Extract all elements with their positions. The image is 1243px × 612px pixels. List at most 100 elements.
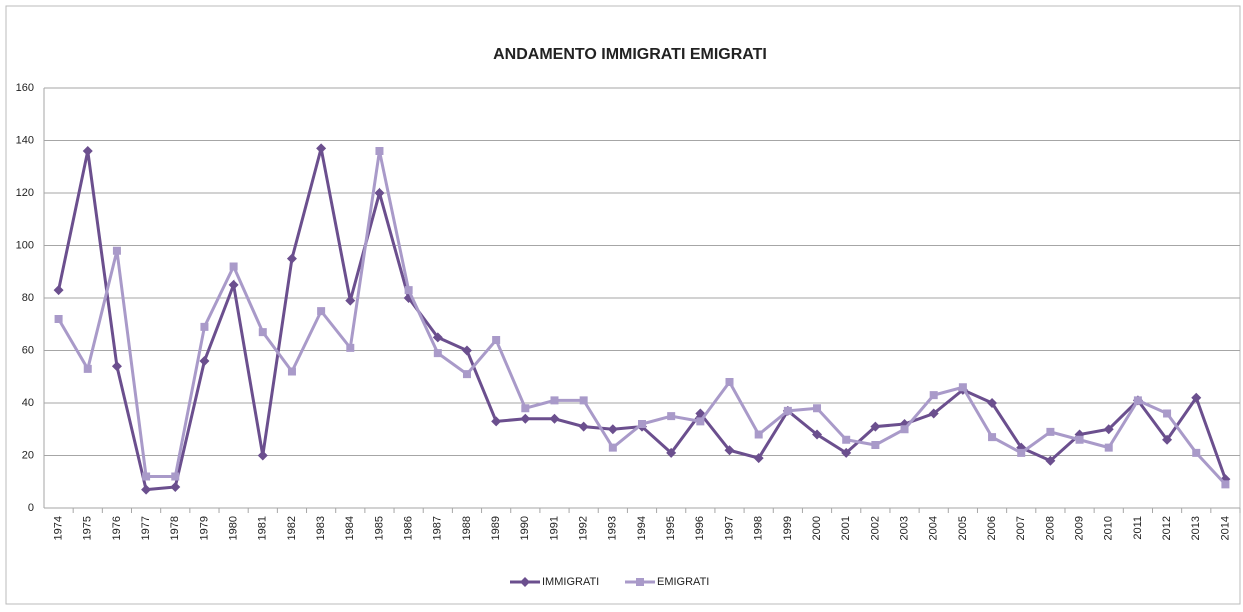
x-tick-label: 2010 <box>1103 516 1115 540</box>
point <box>842 435 851 444</box>
point <box>229 262 238 271</box>
point <box>871 441 880 449</box>
legend-marker <box>520 577 530 587</box>
point <box>987 398 998 408</box>
y-tick-label: 140 <box>16 134 34 146</box>
y-tick-label: 120 <box>16 187 34 199</box>
point <box>928 408 939 419</box>
point <box>724 445 735 456</box>
x-tick-label: 1995 <box>665 516 677 540</box>
point <box>345 295 356 306</box>
x-tick-label: 1990 <box>519 516 531 540</box>
point <box>316 143 327 154</box>
point <box>812 429 823 440</box>
point <box>82 146 93 156</box>
point <box>578 421 589 432</box>
x-tick-label: 1981 <box>257 516 269 540</box>
point <box>228 279 239 290</box>
point <box>83 364 92 373</box>
x-tick-label: 1993 <box>607 516 619 540</box>
point <box>257 450 268 461</box>
point <box>199 356 210 366</box>
point <box>171 472 180 481</box>
point <box>461 345 472 356</box>
point <box>754 430 763 439</box>
point <box>1017 448 1026 457</box>
y-tick-label: 160 <box>16 82 34 94</box>
point <box>1162 434 1173 445</box>
legend-marker <box>636 578 644 586</box>
point <box>111 361 122 372</box>
x-tick-label: 1991 <box>548 516 560 540</box>
x-tick-label: 2011 <box>1132 516 1144 540</box>
point <box>170 482 181 492</box>
x-tick-label: 2012 <box>1161 516 1173 540</box>
x-tick-label: 2013 <box>1190 516 1202 540</box>
point <box>346 343 355 352</box>
point <box>1045 455 1056 466</box>
x-tick-label: 1996 <box>694 516 706 540</box>
point <box>550 396 559 405</box>
legend-label: IMMIGRATI <box>542 576 599 588</box>
y-tick-label: 40 <box>22 397 34 409</box>
point <box>1192 448 1201 457</box>
point <box>1191 392 1202 403</box>
point <box>638 420 646 428</box>
point <box>1103 424 1114 435</box>
point <box>374 188 385 198</box>
point <box>462 370 471 379</box>
point <box>696 417 705 426</box>
x-tick-label: 1985 <box>373 516 385 540</box>
x-tick-label: 1976 <box>111 516 123 540</box>
point <box>783 406 792 415</box>
x-tick-label: 1978 <box>169 516 181 540</box>
x-tick-label: 1994 <box>636 516 648 540</box>
point <box>520 413 531 424</box>
x-tick-label: 2003 <box>898 516 910 540</box>
point <box>813 404 822 413</box>
x-tick-label: 1988 <box>461 516 473 540</box>
point <box>608 443 617 452</box>
x-tick-label: 1989 <box>490 516 502 540</box>
x-tick-label: 1983 <box>315 516 327 540</box>
x-tick-label: 2014 <box>1219 516 1231 540</box>
point <box>929 391 938 400</box>
x-tick-label: 1987 <box>432 516 444 540</box>
point <box>841 447 852 458</box>
x-tick-label: 1977 <box>140 516 152 540</box>
x-tick-label: 2004 <box>928 516 940 540</box>
point <box>112 246 121 255</box>
point <box>375 147 384 155</box>
point <box>404 286 413 295</box>
point <box>666 447 677 458</box>
point <box>1133 396 1142 405</box>
point <box>258 328 267 337</box>
point <box>1163 409 1172 418</box>
chart-title: ANDAMENTO IMMIGRATI EMIGRATI <box>493 46 767 63</box>
point <box>492 336 501 344</box>
point <box>287 367 296 376</box>
y-tick-label: 80 <box>22 292 34 304</box>
point <box>667 412 676 421</box>
legend-label: EMIGRATI <box>657 576 709 588</box>
point <box>870 421 881 432</box>
y-tick-label: 20 <box>22 449 34 461</box>
point <box>432 332 443 343</box>
point <box>607 424 618 435</box>
point <box>1104 443 1113 452</box>
x-tick-label: 1975 <box>82 516 94 540</box>
point <box>433 349 442 358</box>
point <box>579 396 588 405</box>
point <box>491 416 502 427</box>
point <box>286 253 297 264</box>
point <box>988 433 997 442</box>
point <box>142 472 151 481</box>
x-tick-label: 1999 <box>782 516 794 540</box>
x-tick-label: 1997 <box>723 516 735 540</box>
point <box>54 315 63 323</box>
point <box>1075 435 1084 444</box>
x-tick-label: 1984 <box>344 516 356 540</box>
point <box>317 307 326 316</box>
x-tick-label: 1998 <box>753 516 765 540</box>
